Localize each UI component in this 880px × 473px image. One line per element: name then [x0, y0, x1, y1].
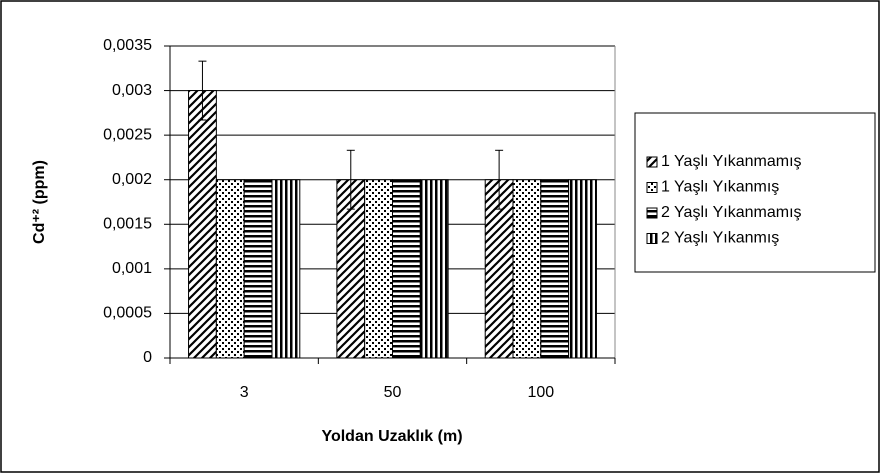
y-tick-label: 0,002 — [112, 171, 152, 188]
y-tick-label: 0,0025 — [103, 126, 152, 143]
y-tick-label: 0,003 — [112, 82, 152, 99]
bar — [243, 179, 273, 359]
bar — [364, 179, 393, 359]
x-tick-label: 50 — [384, 384, 402, 401]
legend-label: 2 Yaşlı Yıkanmamış — [661, 204, 802, 221]
x-tick-label: 3 — [240, 384, 249, 401]
y-tick-label: 0,0015 — [103, 216, 152, 233]
legend-swatch — [646, 182, 658, 193]
bar — [188, 90, 217, 359]
y-tick-label: 0,0035 — [103, 37, 152, 54]
bar — [419, 179, 449, 359]
error-bar — [495, 149, 504, 210]
bar — [512, 179, 542, 359]
y-tick-label: 0,001 — [112, 260, 152, 277]
bar — [215, 179, 245, 359]
bar — [540, 179, 570, 359]
legend-swatch — [646, 233, 658, 244]
error-bar — [346, 149, 355, 210]
y-tick-label: 0,0005 — [103, 305, 152, 322]
bar — [271, 179, 301, 359]
y-axis-label: Cd⁺² (ppm) — [31, 160, 48, 244]
legend-label: 1 Yaşlı Yıkanmış — [661, 179, 779, 196]
legend-label: 1 Yaşlı Yıkanmamış — [661, 153, 802, 170]
x-axis-label: Yoldan Uzaklık (m) — [321, 428, 462, 445]
bar — [392, 179, 421, 359]
y-tick-label: 0 — [143, 349, 152, 366]
bar — [568, 179, 597, 359]
legend-box — [634, 112, 876, 273]
legend-swatch — [646, 207, 658, 219]
x-tick-label: 100 — [527, 384, 554, 401]
error-bar — [198, 60, 207, 121]
legend-label: 2 Yaşlı Yıkanmış — [661, 230, 779, 247]
legend-swatch — [646, 156, 658, 168]
